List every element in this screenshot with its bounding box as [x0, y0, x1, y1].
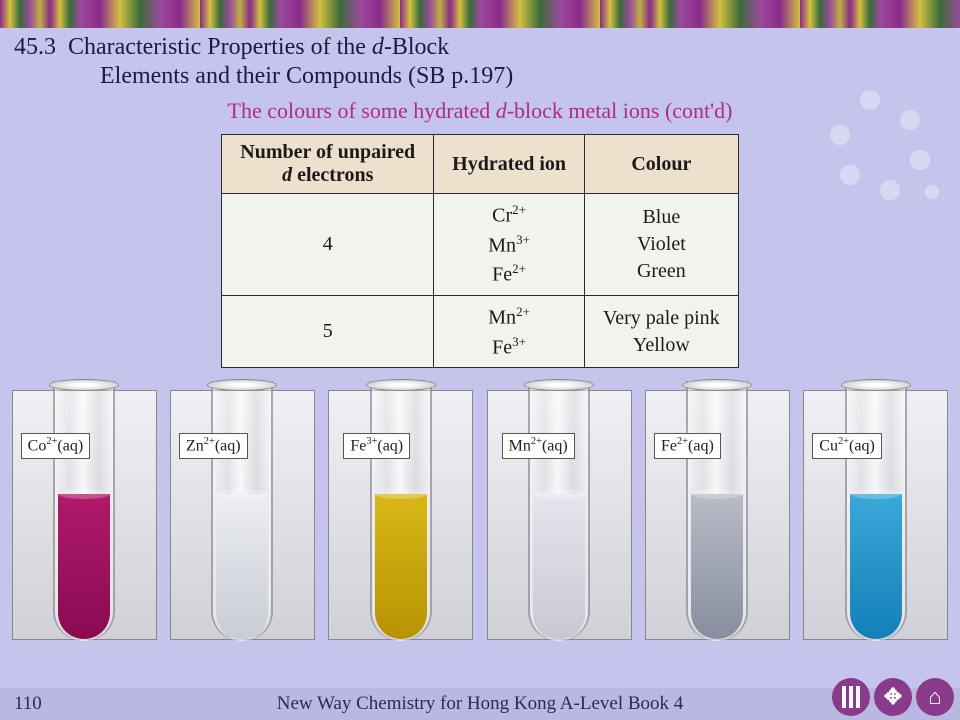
- test-tube: Fe3+(aq): [328, 390, 473, 640]
- tube-label: Mn2+(aq): [502, 433, 575, 458]
- test-tube-row: Co2+(aq) Zn2+(aq) Fe3+(aq) Mn2+(aq) Fe2+(aq)…: [0, 382, 960, 640]
- slide-footer: 110 New Way Chemistry for Hong Kong A-Le…: [0, 688, 960, 720]
- tube-rim: [49, 379, 119, 391]
- section-heading-line1: 45.3 Characteristic Properties of the d-…: [0, 28, 960, 63]
- tube-rim: [841, 379, 911, 391]
- col-unpaired-electrons: Number of unpaired d electrons: [222, 135, 434, 194]
- cell-colours: Very pale pinkYellow: [585, 295, 739, 367]
- col-colour: Colour: [585, 135, 739, 194]
- molecule-decoration: [800, 80, 950, 230]
- tube-rim: [366, 379, 436, 391]
- section-number: 45.3: [14, 34, 56, 60]
- tube-glass: [53, 381, 115, 641]
- test-tube: Cu2+(aq): [803, 390, 948, 640]
- tube-rim: [207, 379, 277, 391]
- tube-glass: [370, 381, 432, 641]
- tube-liquid: [691, 494, 743, 639]
- tube-label: Co2+(aq): [21, 433, 91, 458]
- tube-label: Fe3+(aq): [343, 433, 410, 458]
- tube-liquid: [533, 494, 585, 639]
- tube-label: Zn2+(aq): [179, 433, 248, 458]
- col-hydrated-ion: Hydrated ion: [434, 135, 585, 194]
- table-header-row: Number of unpaired d electrons Hydrated …: [222, 135, 738, 194]
- tube-glass: [211, 381, 273, 641]
- tube-rim: [524, 379, 594, 391]
- cell-ions: Mn2+Fe3+: [434, 295, 585, 367]
- tube-liquid: [375, 494, 427, 639]
- cell-colours: BlueVioletGreen: [585, 194, 739, 296]
- tube-label: Cu2+(aq): [812, 433, 882, 458]
- tube-glass: [686, 381, 748, 641]
- tube-label: Fe2+(aq): [654, 433, 721, 458]
- cell-ions: Cr2+Mn3+Fe2+: [434, 194, 585, 296]
- cell-electron-count: 5: [222, 295, 434, 367]
- tube-liquid: [58, 494, 110, 639]
- nav-menu-button[interactable]: [832, 678, 870, 716]
- test-tube: Fe2+(aq): [645, 390, 790, 640]
- book-title: New Way Chemistry for Hong Kong A-Level …: [0, 693, 960, 715]
- tube-glass: [845, 381, 907, 641]
- cell-electron-count: 4: [222, 194, 434, 296]
- nav-plus-button[interactable]: ✥: [874, 678, 912, 716]
- page-number: 110: [14, 693, 42, 715]
- table-row: 4Cr2+Mn3+Fe2+BlueVioletGreen: [222, 194, 738, 296]
- ion-colour-table: Number of unpaired d electrons Hydrated …: [221, 134, 738, 368]
- tube-liquid: [216, 494, 268, 639]
- test-tube: Mn2+(aq): [487, 390, 632, 640]
- tube-glass: [528, 381, 590, 641]
- table-row: 5Mn2+Fe3+Very pale pinkYellow: [222, 295, 738, 367]
- test-tube: Zn2+(aq): [170, 390, 315, 640]
- tube-liquid: [850, 494, 902, 639]
- decorative-top-border: [0, 0, 960, 28]
- tube-rim: [682, 379, 752, 391]
- nav-home-button[interactable]: ⌂: [916, 678, 954, 716]
- test-tube: Co2+(aq): [12, 390, 157, 640]
- nav-buttons: ✥ ⌂: [832, 678, 954, 716]
